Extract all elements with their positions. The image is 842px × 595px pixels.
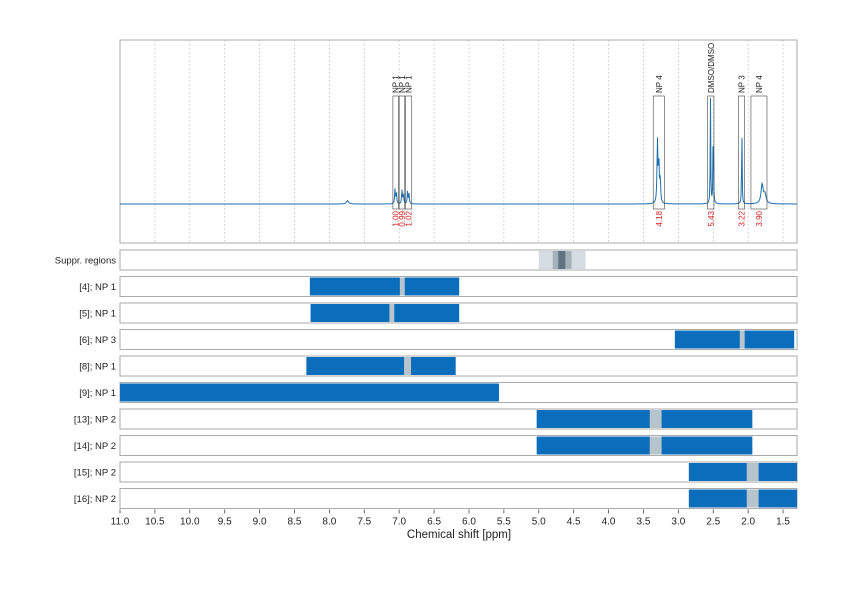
x-tick-label: 8.5 <box>288 517 302 528</box>
peak-group-label: NP 1 <box>392 75 401 93</box>
suppressed-region-inner <box>558 251 566 269</box>
peak-group-label: NP 3 <box>738 75 747 93</box>
x-tick-label: 2.0 <box>741 517 755 528</box>
spectrum-layer: NP 1 1.00 NP 1 0.99 NP 1 1.02 NP 4 4.18 DMSO/DMS… <box>119 39 798 244</box>
integral-label: 0.99 <box>398 210 407 226</box>
x-tick-label: 5.0 <box>532 517 546 528</box>
region-bar <box>120 383 499 402</box>
peak-group-box <box>750 95 768 210</box>
region-gap <box>404 357 412 375</box>
x-tick-label: 9.0 <box>253 517 267 528</box>
row-label: [5]; NP 1 <box>79 309 116 320</box>
x-tick-label: 3.5 <box>637 517 651 528</box>
region-gap <box>649 436 662 455</box>
integral-label: 3.22 <box>738 210 747 226</box>
integral-label: 5.43 <box>707 210 716 226</box>
row-label: [14]; NP 2 <box>74 441 116 452</box>
x-tick-label: 3.0 <box>671 517 685 528</box>
region-bar <box>310 304 460 322</box>
region-bar <box>306 357 456 375</box>
row-label: [13]; NP 2 <box>74 415 116 426</box>
grid-layer <box>119 40 784 243</box>
row-frame <box>119 329 798 350</box>
rows-layer: Suppr. regions [4]; NP 1 [5]; NP 1 [6]; NP … <box>55 249 798 509</box>
peak-group-box <box>405 95 413 210</box>
x-tick-label: 10.0 <box>180 517 200 528</box>
row-label: [4]; NP 1 <box>79 282 116 293</box>
x-tick-label: 6.5 <box>427 517 441 528</box>
row-label: [8]; NP 1 <box>79 362 116 373</box>
peak-group-box <box>398 95 406 210</box>
region-gap <box>746 489 759 508</box>
peak-group-label: NP 1 <box>398 75 407 93</box>
x-axis-title: Chemical shift [ppm] <box>407 529 511 541</box>
row-label: [6]; NP 3 <box>79 335 116 346</box>
peak-group-box <box>707 95 715 210</box>
x-tick-label: 2.5 <box>706 517 720 528</box>
integral-label: 3.90 <box>755 210 764 226</box>
x-axis: 11.0 10.5 10.0 9.5 9.0 8.5 8.0 7.5 7.0 6.5 6.0 5.5 5… <box>111 509 790 528</box>
x-tick-label: 11.0 <box>111 517 130 528</box>
region-bar <box>674 330 795 349</box>
region-bar <box>688 463 797 481</box>
row-label: Suppr. regions <box>55 256 117 267</box>
x-tick-label: 4.5 <box>567 517 581 528</box>
row-frame <box>119 249 798 271</box>
region-bar <box>536 436 753 455</box>
spectrum-frame <box>119 39 798 244</box>
x-tick-label: 7.5 <box>357 517 371 528</box>
peak-group-label: NP 4 <box>755 75 764 93</box>
region-bar <box>688 489 797 508</box>
peak-group-box <box>652 95 665 210</box>
peak-group-box <box>392 95 399 210</box>
x-tick-label: 5.5 <box>497 517 511 528</box>
region-gap <box>389 304 395 322</box>
region-gap <box>739 330 745 349</box>
peak-group-box <box>738 95 745 210</box>
row-label: [16]; NP 2 <box>74 494 116 505</box>
row-label: [9]; NP 1 <box>79 388 116 399</box>
spectrum-trace <box>120 98 797 205</box>
x-tick-label: 1.5 <box>776 517 790 528</box>
x-tick-label: 6.0 <box>462 517 476 528</box>
region-bar <box>536 410 753 428</box>
integral-label: 4.18 <box>655 210 664 226</box>
peak-group-label: NP 4 <box>655 75 664 93</box>
region-gap <box>399 277 405 296</box>
region-gap <box>649 410 662 428</box>
x-tick-label: 4.0 <box>602 517 616 528</box>
row-frame <box>119 355 798 377</box>
x-tick-label: 8.0 <box>322 517 336 528</box>
region-bar <box>309 277 460 296</box>
x-tick-label: 7.0 <box>392 517 406 528</box>
region-gap <box>746 463 759 481</box>
peak-group-label: NP 1 <box>405 75 414 93</box>
x-tick-label: 9.5 <box>218 517 232 528</box>
integral-label: 1.00 <box>392 210 401 226</box>
row-label: [15]; NP 2 <box>74 468 116 479</box>
peak-group-label: DMSO/DMSO <box>707 43 716 93</box>
x-tick-label: 10.5 <box>145 517 165 528</box>
integral-label: 1.02 <box>405 210 414 226</box>
